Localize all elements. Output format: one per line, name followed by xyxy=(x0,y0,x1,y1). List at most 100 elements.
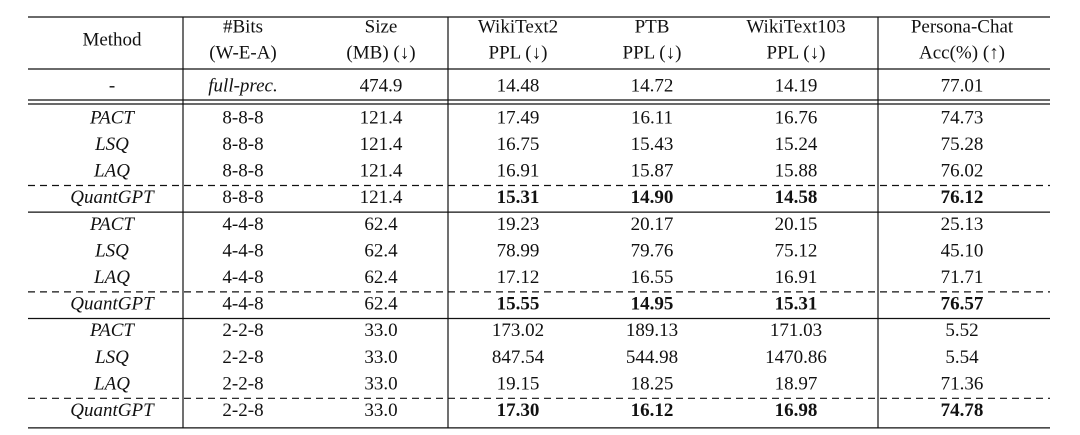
cell: 16.12 xyxy=(631,400,674,421)
cell: 8-8-8 xyxy=(222,161,263,182)
cell: 15.88 xyxy=(775,161,818,182)
cell: 19.15 xyxy=(497,373,540,394)
cell: 19.23 xyxy=(497,214,540,235)
cell: QuantGPT xyxy=(70,294,155,315)
cell: 8-8-8 xyxy=(222,187,263,208)
cell: 15.43 xyxy=(631,134,674,155)
cell: 74.78 xyxy=(941,400,984,421)
cell: 8-8-8 xyxy=(222,107,263,128)
cell: 75.12 xyxy=(775,240,818,261)
header-cell: WikiText2 xyxy=(478,16,558,37)
cell: 15.31 xyxy=(497,187,540,208)
cell: 74.73 xyxy=(941,107,984,128)
cell: 14.48 xyxy=(497,75,540,96)
cell: 2-2-8 xyxy=(222,347,263,368)
header-cell: #Bits xyxy=(223,16,263,37)
cell: LAQ xyxy=(93,161,130,182)
cell: 14.19 xyxy=(775,75,818,96)
cell: 189.13 xyxy=(626,320,678,341)
cell: 2-2-8 xyxy=(222,320,263,341)
cell: 121.4 xyxy=(360,187,403,208)
cell: 16.91 xyxy=(775,267,818,288)
cell: 62.4 xyxy=(364,240,398,261)
cell: 16.55 xyxy=(631,267,674,288)
cell: 76.02 xyxy=(941,161,984,182)
cell: 79.76 xyxy=(631,240,674,261)
cell: 2-2-8 xyxy=(222,400,263,421)
cell: PACT xyxy=(89,214,135,235)
cell: 16.91 xyxy=(497,161,540,182)
header-cell: (MB) (↓) xyxy=(346,42,415,63)
cell: 16.11 xyxy=(631,107,673,128)
header-cell: Acc(%) (↑) xyxy=(919,42,1005,63)
cell: LAQ xyxy=(93,267,130,288)
cell: 33.0 xyxy=(364,400,397,421)
header-cell: PTB xyxy=(635,16,670,37)
cell: 77.01 xyxy=(941,75,984,96)
cell: 8-8-8 xyxy=(222,134,263,155)
cell: 173.02 xyxy=(492,320,544,341)
cell: 75.28 xyxy=(941,134,984,155)
header-cell: PPL (↓) xyxy=(767,42,826,63)
header-cell: PPL (↓) xyxy=(623,42,682,63)
header-cell: Size xyxy=(365,16,398,37)
cell: 15.24 xyxy=(775,134,818,155)
cell: 76.57 xyxy=(941,294,984,315)
cell: LSQ xyxy=(94,240,129,261)
cell: 121.4 xyxy=(360,134,403,155)
cell: 14.95 xyxy=(631,294,674,315)
cell: LSQ xyxy=(94,347,129,368)
cell: 17.49 xyxy=(497,107,540,128)
cell: 76.12 xyxy=(941,187,984,208)
cell: 62.4 xyxy=(364,214,398,235)
cell: 62.4 xyxy=(364,267,398,288)
cell: 16.76 xyxy=(775,107,818,128)
cell: 18.97 xyxy=(775,373,818,394)
header-cell: Persona-Chat xyxy=(911,16,1014,37)
cell: - xyxy=(109,75,115,96)
cell: PACT xyxy=(89,320,135,341)
cell: 1470.86 xyxy=(765,347,827,368)
cell: 121.4 xyxy=(360,161,403,182)
cell: 4-4-8 xyxy=(222,267,263,288)
cell: 2-2-8 xyxy=(222,373,263,394)
cell: full-prec. xyxy=(208,75,277,96)
header-cell: Method xyxy=(82,29,142,50)
cell: 14.90 xyxy=(631,187,674,208)
cell: 33.0 xyxy=(364,373,397,394)
cell: 17.30 xyxy=(497,400,540,421)
cell: 71.36 xyxy=(941,373,984,394)
cell: 16.75 xyxy=(497,134,540,155)
cell: 18.25 xyxy=(631,373,674,394)
cell: 544.98 xyxy=(626,347,678,368)
cell: 20.15 xyxy=(775,214,818,235)
cell: 71.71 xyxy=(941,267,984,288)
cell: 171.03 xyxy=(770,320,822,341)
header-cell: (W-E-A) xyxy=(209,42,277,63)
cell: 33.0 xyxy=(364,347,397,368)
cell: 474.9 xyxy=(360,75,403,96)
cell: 121.4 xyxy=(360,107,403,128)
cell: LAQ xyxy=(93,373,130,394)
cell: 15.87 xyxy=(631,161,674,182)
cell: 4-4-8 xyxy=(222,240,263,261)
cell: 16.98 xyxy=(775,400,818,421)
cell: 5.52 xyxy=(945,320,978,341)
cell: 25.13 xyxy=(941,214,984,235)
cell: 15.55 xyxy=(497,294,540,315)
cell: 20.17 xyxy=(631,214,674,235)
cell: QuantGPT xyxy=(70,187,155,208)
cell: 17.12 xyxy=(497,267,540,288)
cell: 5.54 xyxy=(945,347,979,368)
cell: 62.4 xyxy=(364,294,398,315)
cell: 45.10 xyxy=(941,240,984,261)
cell: 847.54 xyxy=(492,347,545,368)
cell: LSQ xyxy=(94,134,129,155)
cell: 14.58 xyxy=(775,187,818,208)
cell: QuantGPT xyxy=(70,400,155,421)
cell: 4-4-8 xyxy=(222,294,263,315)
header-cell: WikiText103 xyxy=(746,16,845,37)
cell: PACT xyxy=(89,107,135,128)
cell: 33.0 xyxy=(364,320,397,341)
